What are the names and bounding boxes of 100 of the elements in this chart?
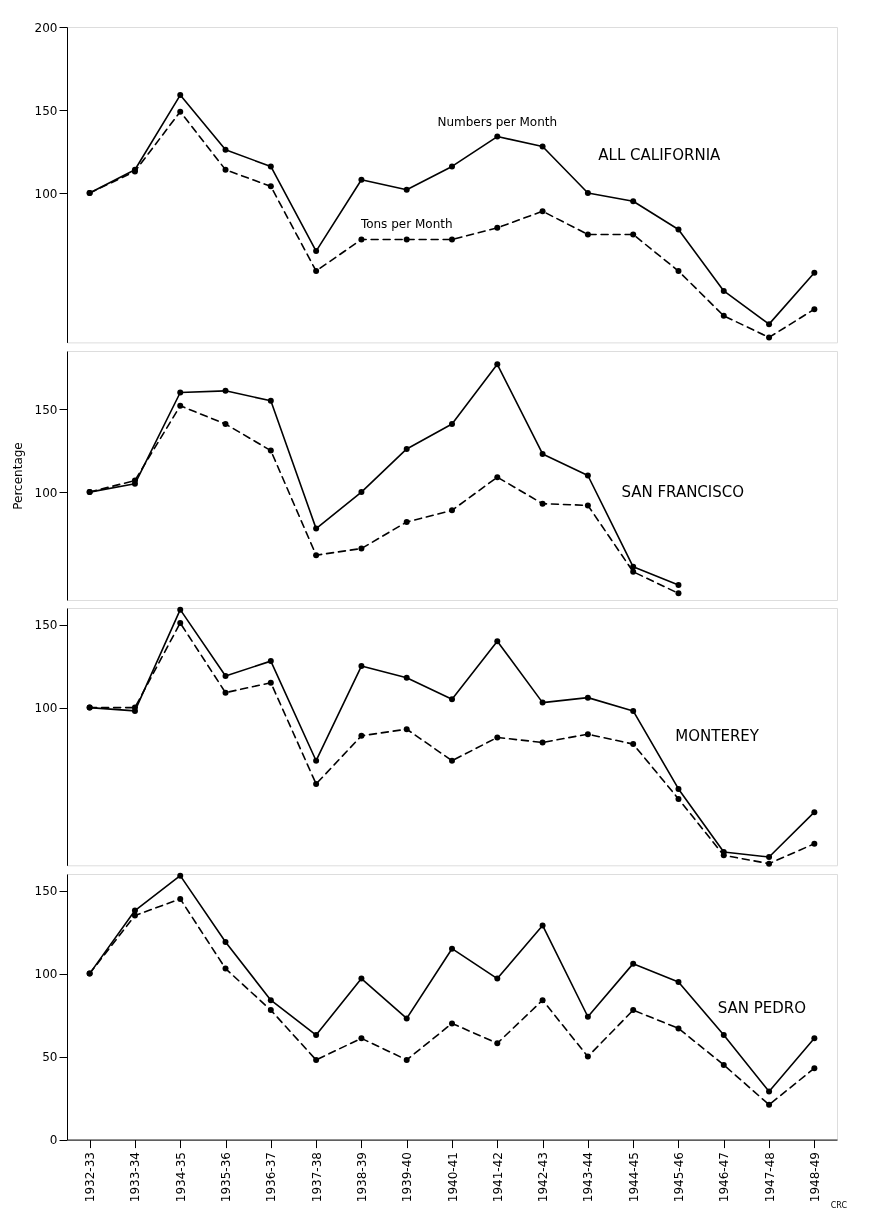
x-tick-label: 1932-33 bbox=[83, 1152, 98, 1203]
x-tick-label: 1934-35 bbox=[173, 1152, 188, 1203]
y-tick-label: 150 bbox=[34, 618, 58, 633]
point bbox=[584, 1013, 591, 1020]
point bbox=[675, 1025, 682, 1032]
point bbox=[222, 673, 229, 680]
x-tick-label: 1939-40 bbox=[400, 1152, 415, 1203]
point bbox=[177, 402, 184, 409]
point bbox=[720, 287, 727, 294]
point bbox=[313, 1056, 320, 1063]
point bbox=[449, 163, 455, 170]
point bbox=[494, 361, 501, 368]
point bbox=[630, 741, 637, 748]
point bbox=[313, 268, 320, 275]
point bbox=[222, 166, 229, 173]
point bbox=[222, 689, 229, 696]
point bbox=[222, 965, 229, 972]
point bbox=[494, 638, 501, 645]
point bbox=[267, 658, 274, 665]
point bbox=[403, 518, 410, 525]
point bbox=[131, 907, 138, 914]
point bbox=[720, 312, 727, 319]
point bbox=[358, 236, 365, 243]
x-tick-label: 1940-41 bbox=[445, 1152, 460, 1203]
x-tick-label: 1945-46 bbox=[671, 1152, 686, 1203]
point bbox=[720, 1061, 727, 1068]
point bbox=[358, 489, 365, 496]
point bbox=[403, 726, 410, 733]
point bbox=[222, 146, 229, 153]
text: CRC bbox=[830, 1200, 848, 1210]
point bbox=[449, 507, 455, 514]
point bbox=[494, 1040, 501, 1047]
x-tick-label: 1935-36 bbox=[219, 1152, 234, 1203]
point bbox=[630, 231, 637, 238]
point bbox=[539, 997, 546, 1004]
point bbox=[131, 912, 138, 919]
point bbox=[630, 960, 637, 967]
point bbox=[267, 997, 274, 1004]
point bbox=[675, 978, 682, 985]
point bbox=[313, 757, 320, 764]
point bbox=[494, 224, 501, 231]
point bbox=[494, 133, 501, 140]
annotation: Tons per Month bbox=[359, 217, 453, 232]
point bbox=[403, 1056, 410, 1063]
point bbox=[675, 785, 682, 792]
y-tick-label: 150 bbox=[34, 402, 58, 417]
point bbox=[403, 186, 410, 193]
point bbox=[584, 731, 591, 738]
point bbox=[766, 860, 773, 867]
point bbox=[675, 268, 682, 275]
point bbox=[630, 568, 637, 575]
point bbox=[720, 1032, 727, 1039]
point bbox=[177, 606, 184, 613]
point bbox=[177, 619, 184, 626]
y-tick-label: 100 bbox=[34, 485, 58, 500]
point bbox=[539, 500, 546, 507]
point bbox=[584, 694, 591, 701]
point bbox=[766, 1101, 773, 1108]
point bbox=[403, 1015, 410, 1022]
point bbox=[177, 108, 184, 115]
point bbox=[358, 176, 365, 183]
point bbox=[766, 1088, 773, 1095]
point bbox=[675, 582, 682, 589]
point bbox=[449, 696, 455, 703]
point bbox=[630, 1007, 637, 1014]
point bbox=[811, 306, 818, 313]
point bbox=[584, 502, 591, 509]
point bbox=[584, 472, 591, 479]
point bbox=[313, 525, 320, 532]
point bbox=[675, 795, 682, 802]
point bbox=[584, 190, 591, 196]
point bbox=[539, 143, 546, 150]
point bbox=[313, 780, 320, 787]
annotation: SAN FRANCISCO bbox=[621, 483, 745, 502]
x-tick-label: 1947-48 bbox=[762, 1152, 777, 1203]
point bbox=[539, 699, 546, 706]
point bbox=[494, 975, 501, 982]
y-tick-label: 150 bbox=[34, 103, 58, 118]
y-tick-label: 200 bbox=[34, 20, 58, 35]
point bbox=[449, 421, 455, 428]
point bbox=[449, 1020, 455, 1027]
annotation: SAN PEDRO bbox=[717, 999, 807, 1018]
x-tick-label: 1938-39 bbox=[354, 1152, 369, 1203]
point bbox=[811, 1035, 818, 1042]
point bbox=[539, 739, 546, 746]
point bbox=[177, 389, 184, 396]
point bbox=[267, 679, 274, 686]
point bbox=[811, 269, 818, 276]
point bbox=[494, 734, 501, 741]
point bbox=[267, 1007, 274, 1014]
x-tick-label: 1948-49 bbox=[807, 1152, 822, 1203]
x-tick-label: 1941-42 bbox=[490, 1152, 505, 1203]
point bbox=[358, 663, 365, 670]
y-tick-label: 50 bbox=[42, 1050, 58, 1065]
point bbox=[539, 450, 546, 457]
point bbox=[811, 840, 818, 847]
point bbox=[267, 447, 274, 454]
point bbox=[403, 674, 410, 681]
x-tick-label: 1933-34 bbox=[128, 1152, 143, 1203]
point bbox=[494, 474, 501, 481]
